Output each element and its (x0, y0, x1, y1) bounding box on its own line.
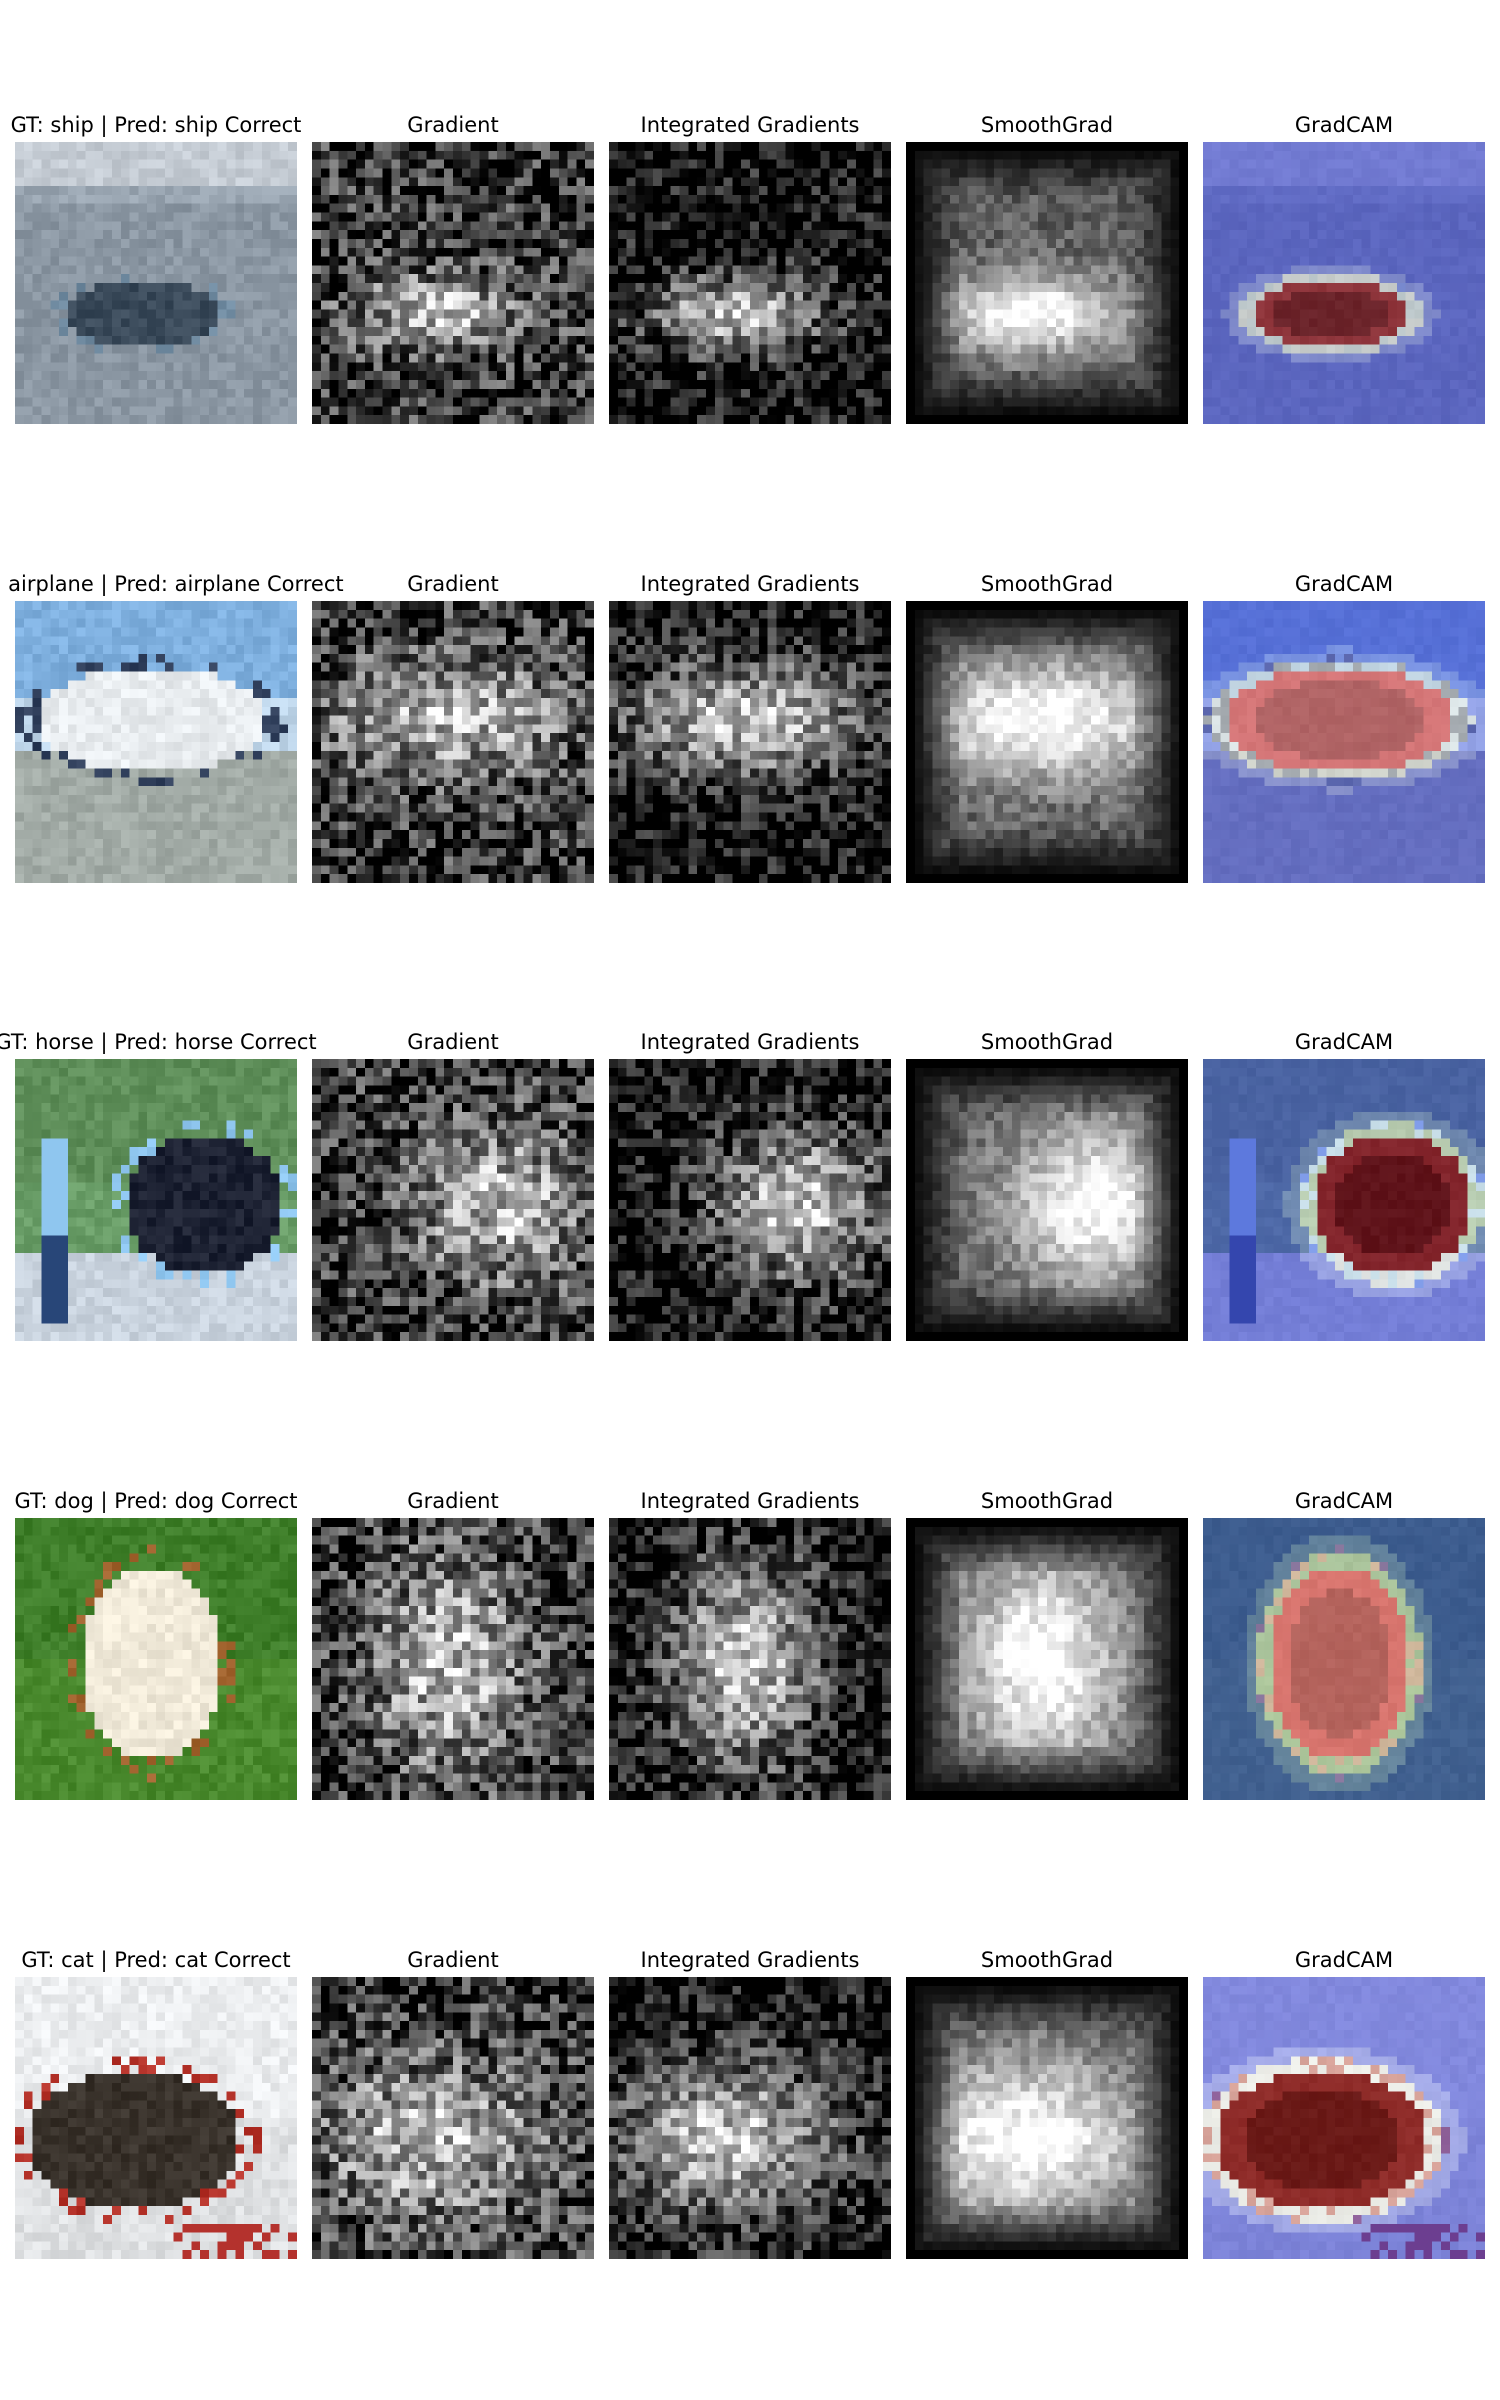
smoothgrad-map (906, 142, 1188, 424)
method-title: Integrated Gradients (640, 1489, 860, 1513)
smoothgrad-map-canvas (906, 142, 1188, 424)
method-title: Gradient (407, 1489, 499, 1513)
gradient-map-canvas (312, 1518, 594, 1800)
integrated-gradients-map (609, 142, 891, 424)
smoothgrad-map-canvas (906, 601, 1188, 883)
method-title: GradCAM (1294, 1948, 1394, 1972)
gradient-map-canvas (312, 1059, 594, 1341)
method-title: SmoothGrad (980, 1489, 1114, 1513)
sample-row-airplane: GT: airplane | Pred: airplane Correct Gra… (0, 572, 1500, 883)
smoothgrad-map (906, 1518, 1188, 1800)
integrated-gradients-map (609, 1518, 891, 1800)
gradcam-overlay-canvas (1203, 1518, 1485, 1800)
sample-row-cat: GT: cat | Pred: cat Correct Gradient Integ… (0, 1948, 1500, 2259)
method-title: GradCAM (1294, 572, 1394, 596)
method-title: Gradient (407, 113, 499, 137)
method-title: GradCAM (1294, 1030, 1394, 1054)
method-title: Integrated Gradients (640, 572, 860, 596)
method-title: Integrated Gradients (640, 1948, 860, 1972)
input-image (15, 142, 297, 424)
gradient-map (312, 1977, 594, 2259)
method-title: SmoothGrad (980, 1948, 1114, 1972)
smoothgrad-map (906, 1977, 1188, 2259)
sample-title: GT: ship | Pred: ship Correct (10, 113, 302, 137)
smoothgrad-map-canvas (906, 1977, 1188, 2259)
method-title: SmoothGrad (980, 1030, 1114, 1054)
sample-row-horse: GT: horse | Pred: horse Correct Gradient I… (0, 1030, 1500, 1341)
integrated-gradients-map (609, 1059, 891, 1341)
gradient-map-canvas (312, 601, 594, 883)
integrated-gradients-map (609, 601, 891, 883)
sample-row-ship: GT: ship | Pred: ship Correct Gradient Int… (0, 113, 1500, 424)
gradient-map-canvas (312, 1977, 594, 2259)
integrated-gradients-map-canvas (609, 1059, 891, 1341)
gradient-map (312, 1518, 594, 1800)
input-image-canvas (15, 1518, 297, 1800)
integrated-gradients-map (609, 1977, 891, 2259)
smoothgrad-map (906, 601, 1188, 883)
method-title: SmoothGrad (980, 572, 1114, 596)
method-title: Integrated Gradients (640, 1030, 860, 1054)
gradcam-overlay (1203, 1518, 1485, 1800)
gradcam-overlay (1203, 142, 1485, 424)
integrated-gradients-map-canvas (609, 1977, 891, 2259)
integrated-gradients-map-canvas (609, 142, 891, 424)
gradcam-overlay (1203, 601, 1485, 883)
input-image-canvas (15, 601, 297, 883)
integrated-gradients-map-canvas (609, 601, 891, 883)
input-image-canvas (15, 1059, 297, 1341)
gradcam-overlay-canvas (1203, 142, 1485, 424)
method-title: Gradient (407, 1030, 499, 1054)
sample-title: GT: dog | Pred: dog Correct (14, 1489, 298, 1513)
input-image-canvas (15, 142, 297, 424)
method-title: GradCAM (1294, 113, 1394, 137)
method-title: Gradient (407, 1948, 499, 1972)
gradient-map (312, 601, 594, 883)
smoothgrad-map (906, 1059, 1188, 1341)
sample-title: GT: cat | Pred: cat Correct (21, 1948, 291, 1972)
sample-title: GT: airplane | Pred: airplane Correct (0, 572, 344, 596)
method-title: Gradient (407, 572, 499, 596)
input-image-canvas (15, 1977, 297, 2259)
method-title: GradCAM (1294, 1489, 1394, 1513)
method-title: Integrated Gradients (640, 113, 860, 137)
sample-title: GT: horse | Pred: horse Correct (0, 1030, 317, 1054)
smoothgrad-map-canvas (906, 1518, 1188, 1800)
sample-row-dog: GT: dog | Pred: dog Correct Gradient Integ… (0, 1489, 1500, 1800)
gradient-map (312, 142, 594, 424)
input-image (15, 1059, 297, 1341)
input-image (15, 1518, 297, 1800)
smoothgrad-map-canvas (906, 1059, 1188, 1341)
input-image (15, 601, 297, 883)
gradcam-overlay-canvas (1203, 1059, 1485, 1341)
method-title: SmoothGrad (980, 113, 1114, 137)
gradient-map (312, 1059, 594, 1341)
gradient-map-canvas (312, 142, 594, 424)
gradcam-overlay (1203, 1059, 1485, 1341)
gradcam-overlay-canvas (1203, 601, 1485, 883)
gradcam-overlay (1203, 1977, 1485, 2259)
gradcam-overlay-canvas (1203, 1977, 1485, 2259)
input-image (15, 1977, 297, 2259)
integrated-gradients-map-canvas (609, 1518, 891, 1800)
